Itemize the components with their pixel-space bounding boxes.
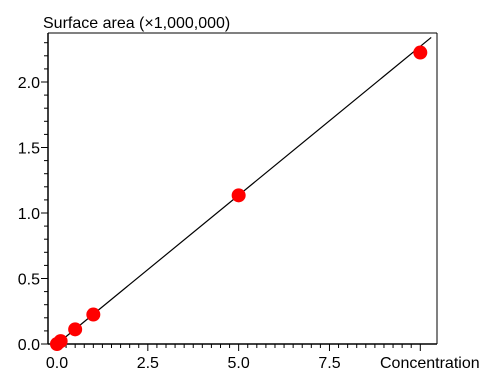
x-axis-title: Concentration (380, 355, 480, 372)
data-point (68, 322, 83, 337)
y-tick-label: 0.5 (18, 272, 40, 289)
data-points (50, 45, 428, 351)
data-point (86, 307, 101, 322)
y-axis-ticks: 0.0 0.5 1.0 1.5 2.0 (18, 42, 48, 354)
y-tick-label: 0.0 (18, 337, 40, 354)
x-tick-label: 0.0 (46, 355, 68, 372)
x-axis-ticks: 0.0 2.5 5.0 7.5 (46, 344, 421, 372)
data-point (53, 334, 68, 349)
y-tick-label: 2.0 (18, 75, 40, 92)
data-point (413, 45, 428, 60)
y-tick-label: 1.0 (18, 206, 40, 223)
fit-line (56, 36, 432, 345)
x-tick-label: 5.0 (228, 355, 250, 372)
y-axis-title: Surface area (×1,000,000) (43, 15, 230, 32)
x-tick-label: 2.5 (137, 355, 159, 372)
x-tick-label: 7.5 (318, 355, 340, 372)
fit-line-group (56, 36, 432, 345)
data-point (231, 188, 246, 203)
y-tick-label: 1.5 (18, 141, 40, 158)
